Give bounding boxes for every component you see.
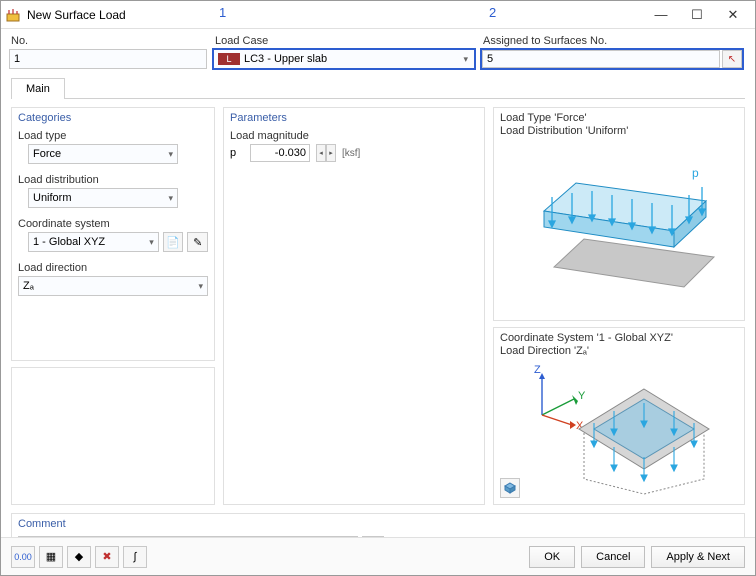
tool5-icon: ∫ bbox=[133, 551, 136, 563]
tool4-icon: ✖ bbox=[102, 550, 111, 563]
magnitude-step-up[interactable]: ▸ bbox=[326, 144, 336, 162]
apply-next-button[interactable]: Apply & Next bbox=[651, 546, 745, 568]
load-type-value: Force bbox=[33, 148, 164, 160]
chevron-down-icon: ▾ bbox=[164, 149, 173, 160]
load-case-select[interactable]: L LC3 - Upper slab ▾ bbox=[213, 49, 475, 69]
preview1-line1: Load Type 'Force' bbox=[500, 112, 738, 125]
magnitude-var: p bbox=[230, 147, 244, 159]
load-dir-value: Zₐ bbox=[23, 280, 194, 292]
no-label: No. bbox=[9, 35, 207, 47]
minimize-button[interactable]: — bbox=[643, 3, 679, 27]
ok-button[interactable]: OK bbox=[529, 546, 575, 568]
load-case-badge: L bbox=[218, 53, 240, 65]
load-case-value: LC3 - Upper slab bbox=[244, 53, 457, 65]
load-dist-label: Load distribution bbox=[18, 174, 208, 186]
no-input[interactable] bbox=[9, 49, 207, 69]
load-dist-select[interactable]: Uniform ▾ bbox=[28, 188, 178, 208]
parameters-title: Parameters bbox=[230, 112, 478, 124]
cs-preview-illustration: Z Y X bbox=[514, 359, 724, 499]
load-preview-illustration: p bbox=[514, 147, 724, 307]
preview-toggle-button[interactable] bbox=[500, 478, 520, 498]
load-type-select[interactable]: Force ▾ bbox=[28, 144, 178, 164]
tool2-icon: ▦ bbox=[46, 550, 56, 563]
preview2-line1: Coordinate System '1 - Global XYZ' bbox=[500, 332, 738, 345]
svg-text:Z: Z bbox=[534, 364, 541, 376]
magnitude-label: Load magnitude bbox=[230, 130, 478, 142]
cube-icon bbox=[504, 482, 516, 494]
blank-panel bbox=[11, 367, 215, 505]
svg-text:Y: Y bbox=[578, 390, 586, 402]
chevron-down-icon: ▾ bbox=[457, 54, 474, 65]
assigned-to-input[interactable] bbox=[482, 50, 720, 68]
cs-new-button[interactable]: 📄 bbox=[163, 232, 184, 252]
edit-icon: ✎ bbox=[193, 236, 202, 249]
load-dir-label: Load direction bbox=[18, 262, 208, 274]
window-title: New Surface Load bbox=[27, 8, 643, 22]
tab-main[interactable]: Main bbox=[11, 78, 65, 99]
cs-select[interactable]: 1 - Global XYZ ▾ bbox=[28, 232, 159, 252]
tool3-button[interactable]: ◆ bbox=[67, 546, 91, 568]
pick-icon: ↖ bbox=[728, 54, 736, 65]
new-icon: 📄 bbox=[166, 236, 180, 249]
cs-edit-button[interactable]: ✎ bbox=[187, 232, 208, 252]
cs-value: 1 - Global XYZ bbox=[33, 236, 145, 248]
chevron-down-icon: ▾ bbox=[145, 237, 154, 248]
app-icon bbox=[5, 7, 21, 23]
chevron-down-icon: ▾ bbox=[164, 193, 173, 204]
load-dir-select[interactable]: Zₐ ▾ bbox=[18, 276, 208, 296]
cs-label: Coordinate system bbox=[18, 218, 208, 230]
tool2-button[interactable]: ▦ bbox=[39, 546, 63, 568]
close-button[interactable]: ✕ bbox=[715, 3, 751, 27]
tool4-button[interactable]: ✖ bbox=[95, 546, 119, 568]
magnitude-input[interactable] bbox=[250, 144, 310, 162]
tool5-button[interactable]: ∫ bbox=[123, 546, 147, 568]
maximize-button[interactable]: ☐ bbox=[679, 3, 715, 27]
assigned-to-label: Assigned to Surfaces No. bbox=[481, 35, 743, 47]
pick-surface-button[interactable]: ↖ bbox=[722, 50, 742, 68]
tool3-icon: ◆ bbox=[75, 550, 83, 563]
load-type-label: Load type bbox=[18, 130, 208, 142]
load-dist-value: Uniform bbox=[33, 192, 164, 204]
load-case-label: Load Case bbox=[213, 35, 475, 47]
units-icon: 0.00 bbox=[14, 552, 32, 562]
preview2-line2: Load Direction 'Zₐ' bbox=[500, 345, 738, 358]
chevron-down-icon: ▾ bbox=[194, 281, 203, 292]
cancel-button[interactable]: Cancel bbox=[581, 546, 645, 568]
units-button[interactable]: 0.00 bbox=[11, 546, 35, 568]
preview1-line2: Load Distribution 'Uniform' bbox=[500, 125, 738, 138]
magnitude-step-down[interactable]: ◂ bbox=[316, 144, 326, 162]
comment-title: Comment bbox=[18, 518, 738, 530]
magnitude-unit: [ksf] bbox=[342, 148, 360, 159]
categories-title: Categories bbox=[18, 112, 208, 124]
preview-p-label: p bbox=[692, 166, 699, 180]
